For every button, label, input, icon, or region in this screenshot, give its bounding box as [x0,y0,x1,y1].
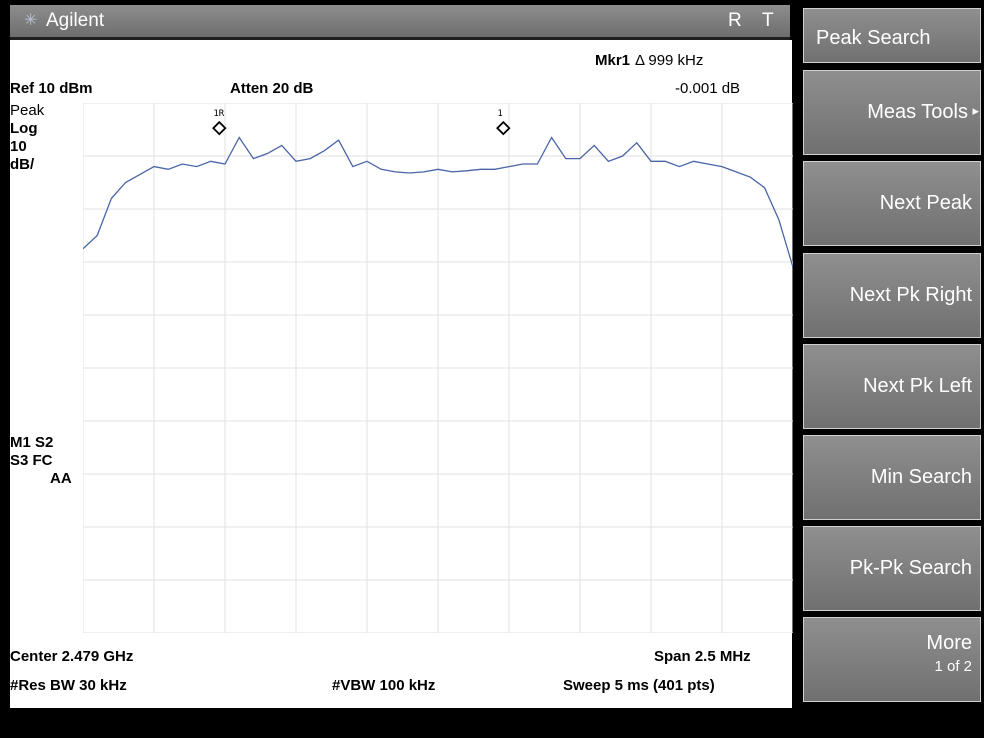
brand-label: Agilent [46,10,105,31]
agilent-logo-icon: ✳ [24,12,38,29]
min-search-softkey[interactable]: Min Search [803,435,981,520]
annotation-line-1: M1 S2 [10,434,54,451]
marker-label: 1 [497,109,502,119]
meas-tools-softkey[interactable]: Meas Tools ▸ [803,70,981,155]
trace-line [83,136,793,268]
annotation-line-2: S3 FC [10,452,53,469]
detector-label: Peak [10,102,45,119]
resolution-bandwidth: #Res BW 30 kHz [10,677,127,694]
trigger-indicator: T [762,10,774,31]
next-pk-left-softkey[interactable]: Next Pk Left [803,344,981,429]
softkey-label: Meas Tools [867,101,968,123]
next-peak-softkey[interactable]: Next Peak [803,161,981,246]
annotation-line-3: AA [50,470,72,487]
marker-label: 1R [213,109,224,119]
spectrum-plot: 1R 1 [83,103,793,633]
scale-per-div-unit: dB/ [10,156,35,173]
next-pk-right-softkey[interactable]: Next Pk Right [803,253,981,338]
softkey-label: Next Peak [879,192,972,214]
softkey-label: Next Pk Right [849,284,972,306]
softkey-label: Min Search [870,466,972,488]
softkey-label: Next Pk Left [863,375,972,397]
marker-diamond-icon [496,120,511,136]
spectrum-display: Mkr1 Δ 999 kHz -0.001 dB Ref 10 dBm Atte… [10,40,793,708]
marker-diamond-icon [212,120,227,136]
softkey-label: Peak Search [816,27,931,49]
scale-type: Log [10,120,38,137]
center-frequency: Center 2.479 GHz [10,648,134,665]
marker-readout-delta: Δ 999 kHz [635,52,704,69]
message-bar [8,708,984,738]
span: Span 2.5 MHz [654,648,751,665]
markers: 1R 1 [212,109,511,136]
more-softkey[interactable]: More 1 of 2 [803,617,981,702]
title-bar: ✳ Agilent R T [10,5,790,40]
peak-search-softkey[interactable]: Peak Search [803,8,981,63]
scale-per-div-value: 10 [10,138,27,155]
softkey-label: More [926,632,972,654]
sweep-time: Sweep 5 ms (401 pts) [563,677,715,694]
attenuation: Atten 20 dB [230,80,314,97]
remote-indicator: R [728,10,742,31]
softkey-panel: Peak Search Meas Tools ▸ Next Peak Next … [803,8,981,708]
softkey-label: Pk-Pk Search [849,557,972,579]
video-bandwidth: #VBW 100 kHz [332,677,436,694]
marker-readout-amplitude: -0.001 dB [675,80,741,97]
softkey-sublabel: 1 of 2 [934,658,972,675]
pk-pk-search-softkey[interactable]: Pk-Pk Search [803,526,981,611]
marker-readout-label: Mkr1 [595,52,631,69]
submenu-arrow-icon: ▸ [972,103,979,118]
ref-level: Ref 10 dBm [10,80,93,97]
graticule [83,103,793,633]
